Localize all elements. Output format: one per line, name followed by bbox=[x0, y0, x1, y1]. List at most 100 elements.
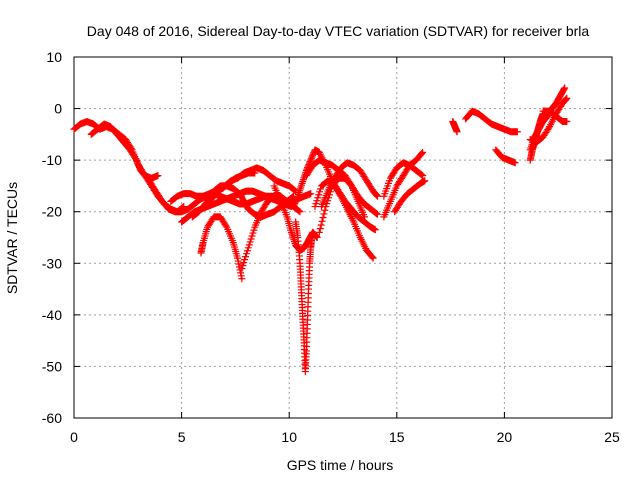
y-tick-label: -30 bbox=[42, 255, 62, 271]
data-point bbox=[307, 190, 315, 198]
data-point bbox=[315, 191, 323, 199]
data-point bbox=[237, 269, 245, 277]
y-tick-label: -40 bbox=[42, 307, 62, 323]
data-point bbox=[289, 193, 297, 201]
chart-title: Day 048 of 2016, Sidereal Day-to-day VTE… bbox=[87, 23, 590, 39]
y-tick-label: -20 bbox=[42, 204, 62, 220]
series-arc-24 bbox=[526, 94, 571, 146]
data-point bbox=[241, 256, 249, 264]
data-point bbox=[315, 228, 323, 236]
data-point bbox=[298, 179, 306, 187]
data-point bbox=[238, 264, 246, 272]
data-point bbox=[154, 172, 162, 180]
data-point bbox=[373, 210, 381, 218]
data-point bbox=[238, 275, 246, 283]
x-tick-label: 25 bbox=[604, 429, 620, 445]
y-tick-label: 0 bbox=[54, 101, 62, 117]
data-point bbox=[234, 254, 242, 262]
data-point bbox=[373, 192, 381, 200]
y-tick-label: -50 bbox=[42, 358, 62, 374]
data-point bbox=[325, 194, 333, 202]
series-arc-17 bbox=[380, 148, 427, 221]
data-point bbox=[311, 203, 319, 211]
data-point bbox=[373, 192, 381, 200]
data-point bbox=[309, 152, 317, 160]
data-point bbox=[316, 188, 324, 196]
data-point bbox=[244, 244, 252, 252]
x-axis-label: GPS time / hours bbox=[287, 457, 394, 473]
data-point bbox=[326, 188, 334, 196]
data-point bbox=[319, 214, 327, 222]
data-point bbox=[291, 200, 299, 208]
series-arc-7 bbox=[197, 213, 246, 283]
series-arc-12 bbox=[290, 146, 379, 234]
series-arc-16 bbox=[315, 174, 369, 236]
data-point bbox=[306, 158, 314, 166]
data-point bbox=[299, 176, 307, 184]
data-point bbox=[134, 159, 142, 167]
data-point bbox=[133, 158, 141, 166]
y-axis-label: SDTVAR / TECUs bbox=[4, 182, 20, 294]
data-point bbox=[418, 150, 426, 158]
data-point bbox=[511, 159, 519, 167]
data-point bbox=[563, 117, 571, 125]
series-arc-22 bbox=[492, 146, 519, 167]
data-point bbox=[308, 153, 316, 161]
data-point bbox=[239, 261, 247, 269]
data-point bbox=[368, 253, 376, 261]
data-point bbox=[322, 203, 330, 211]
series-arc-18 bbox=[380, 159, 427, 200]
x-tick-label: 20 bbox=[497, 429, 513, 445]
data-point bbox=[309, 150, 317, 158]
data-point bbox=[562, 96, 570, 104]
data-point bbox=[248, 232, 256, 240]
data-point bbox=[312, 200, 320, 208]
data-point bbox=[134, 161, 142, 169]
data-point bbox=[373, 210, 381, 218]
data-point bbox=[245, 241, 253, 249]
data-point bbox=[296, 187, 304, 195]
data-point bbox=[222, 222, 230, 230]
data-point bbox=[513, 128, 521, 136]
data-point bbox=[369, 254, 377, 262]
plot-frame bbox=[73, 56, 613, 419]
data-point bbox=[372, 191, 380, 199]
data-point bbox=[297, 181, 305, 189]
data-point bbox=[313, 197, 321, 205]
data-point bbox=[242, 253, 250, 261]
data-point bbox=[295, 207, 303, 215]
axis-ticks bbox=[73, 56, 613, 419]
data-point bbox=[288, 230, 296, 238]
data-point bbox=[132, 156, 140, 164]
data-point bbox=[293, 195, 301, 203]
x-tick-label: 10 bbox=[281, 429, 297, 445]
series-arc-20 bbox=[449, 117, 461, 136]
data-point bbox=[453, 128, 461, 136]
data-point bbox=[290, 201, 298, 209]
data-point bbox=[323, 200, 331, 208]
data-point bbox=[321, 206, 329, 214]
data-point bbox=[324, 197, 332, 205]
data-point bbox=[361, 213, 369, 221]
data-point bbox=[307, 155, 315, 163]
data-point bbox=[297, 183, 305, 191]
data-point bbox=[135, 164, 143, 172]
x-tick-label: 5 bbox=[178, 429, 186, 445]
data-point bbox=[240, 259, 248, 267]
data-point bbox=[560, 85, 568, 93]
data-point bbox=[299, 178, 307, 186]
x-tick-labels: 0 5 10 15 20 25 bbox=[70, 429, 620, 445]
data-point bbox=[325, 191, 333, 199]
y-tick-label: 10 bbox=[46, 49, 62, 65]
data-point bbox=[419, 148, 427, 156]
data-point bbox=[317, 185, 325, 193]
data-point bbox=[247, 235, 255, 243]
series-arc-19 bbox=[391, 177, 429, 216]
series-arc-2 bbox=[87, 120, 162, 182]
data-point bbox=[320, 210, 328, 218]
data-point bbox=[243, 247, 251, 255]
y-tick-label: -60 bbox=[42, 410, 62, 426]
data-point bbox=[296, 208, 304, 216]
data-point bbox=[317, 221, 325, 229]
grid bbox=[74, 57, 612, 418]
